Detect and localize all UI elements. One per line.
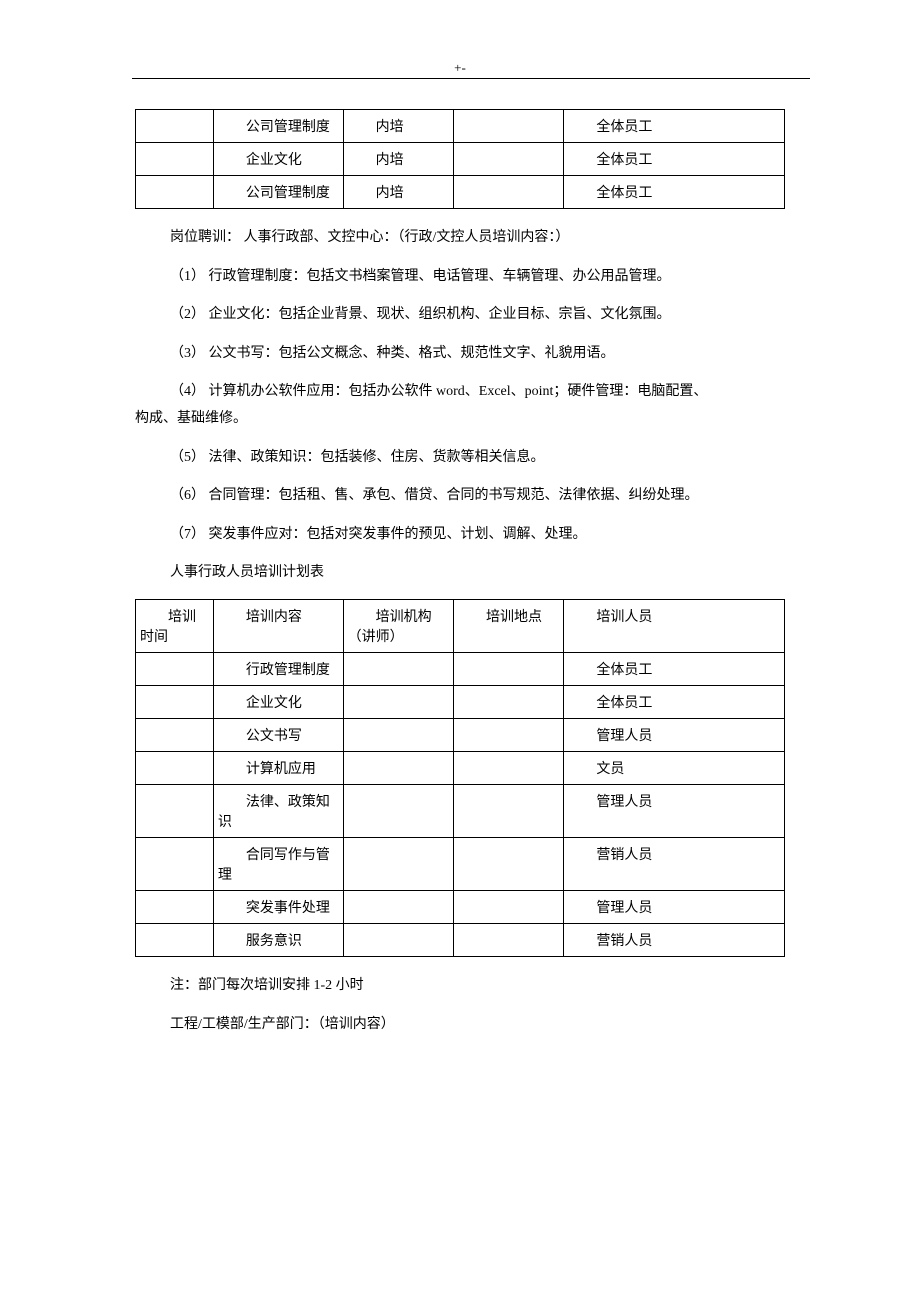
table-row: 法律、政策知识 管理人员: [136, 784, 785, 837]
cell-loc: [454, 110, 564, 143]
cell-org: [343, 784, 453, 837]
cell-org: [343, 751, 453, 784]
cell-content: 行政管理制度: [213, 652, 343, 685]
header-content: 培训内容: [213, 599, 343, 652]
list-item: （5） 法律、政策知识：包括装修、住房、货款等相关信息。: [135, 445, 785, 472]
table-row: 合同写作与管理 营销人员: [136, 837, 785, 890]
cell-person: 管理人员: [564, 784, 785, 837]
cell-content: 公司管理制度: [213, 110, 343, 143]
cell-loc: [454, 837, 564, 890]
header-person: 培训人员: [564, 599, 785, 652]
cell-loc: [454, 751, 564, 784]
table-row: 企业文化 全体员工: [136, 685, 785, 718]
cell-org: [343, 652, 453, 685]
cell-person: 全体员工: [564, 652, 785, 685]
table-header-row: 培训时间 培训内容 培训机构（讲师） 培训地点 培训人员: [136, 599, 785, 652]
header-time: 培训时间: [136, 599, 214, 652]
header-marker: +-: [135, 60, 785, 76]
table-row: 公文书写 管理人员: [136, 718, 785, 751]
cell-content: 法律、政策知识: [213, 784, 343, 837]
cell-loc: [454, 685, 564, 718]
cell-person: 管理人员: [564, 718, 785, 751]
section-title: 岗位聘训： 人事行政部、文控中心：（行政/文控人员培训内容：）: [135, 225, 785, 252]
cell-content: 企业文化: [213, 143, 343, 176]
training-table-2: 培训时间 培训内容 培训机构（讲师） 培训地点 培训人员 行政管理制度全体员工企…: [135, 599, 785, 957]
list-item: （7） 突发事件应对：包括对突发事件的预见、计划、调解、处理。: [135, 522, 785, 549]
cell-content: 公文书写: [213, 718, 343, 751]
cell-time: [136, 718, 214, 751]
cell-time: [136, 837, 214, 890]
training-table-1: 公司管理制度内培全体员工企业文化内培全体员工公司管理制度内培全体员工: [135, 109, 785, 209]
cell-content: 突发事件处理: [213, 890, 343, 923]
cell-time: [136, 652, 214, 685]
cell-org: 内培: [343, 143, 453, 176]
document-page: +- 公司管理制度内培全体员工企业文化内培全体员工公司管理制度内培全体员工 岗位…: [0, 0, 920, 1090]
list-item-line2: 构成、基础维修。: [135, 406, 785, 433]
list-item-wrapped: （4） 计算机办公软件应用：包括办公软件 word、Excel、point；硬件…: [135, 379, 785, 432]
cell-org: [343, 890, 453, 923]
cell-person: 全体员工: [564, 685, 785, 718]
cell-time: [136, 685, 214, 718]
list-item: （1） 行政管理制度：包括文书档案管理、电话管理、车辆管理、办公用品管理。: [135, 264, 785, 291]
cell-loc: [454, 784, 564, 837]
table2-title: 人事行政人员培训计划表: [135, 560, 785, 587]
cell-person: 营销人员: [564, 923, 785, 956]
table-row: 公司管理制度内培 全体员工: [136, 110, 785, 143]
cell-person: 营销人员: [564, 837, 785, 890]
cell-person: 全体员工: [564, 143, 785, 176]
cell-time: [136, 176, 214, 209]
table-row: 行政管理制度 全体员工: [136, 652, 785, 685]
header-rule: [132, 78, 810, 79]
cell-time: [136, 143, 214, 176]
cell-content: 合同写作与管理: [213, 837, 343, 890]
cell-content: 公司管理制度: [213, 176, 343, 209]
cell-content: 企业文化: [213, 685, 343, 718]
cell-loc: [454, 718, 564, 751]
table-row: 计算机应用 文员: [136, 751, 785, 784]
footer-next: 工程/工模部/生产部门：（培训内容）: [135, 1012, 785, 1039]
cell-loc: [454, 890, 564, 923]
cell-time: [136, 923, 214, 956]
cell-org: [343, 837, 453, 890]
table-row: 公司管理制度内培 全体员工: [136, 176, 785, 209]
cell-time: [136, 110, 214, 143]
cell-content: 服务意识: [213, 923, 343, 956]
header-loc: 培训地点: [454, 599, 564, 652]
list-item: （2） 企业文化：包括企业背景、现状、组织机构、企业目标、宗旨、文化氛围。: [135, 302, 785, 329]
footer-note: 注：部门每次培训安排 1-2 小时: [135, 973, 785, 1000]
cell-time: [136, 784, 214, 837]
table-row: 突发事件处理 管理人员: [136, 890, 785, 923]
header-org: 培训机构（讲师）: [343, 599, 453, 652]
cell-org: 内培: [343, 176, 453, 209]
cell-person: 全体员工: [564, 110, 785, 143]
cell-org: [343, 923, 453, 956]
cell-loc: [454, 176, 564, 209]
cell-person: 全体员工: [564, 176, 785, 209]
table-row: 企业文化内培 全体员工: [136, 143, 785, 176]
cell-org: 内培: [343, 110, 453, 143]
list-item: （3） 公文书写：包括公文概念、种类、格式、规范性文字、礼貌用语。: [135, 341, 785, 368]
list-item-line1: （4） 计算机办公软件应用：包括办公软件 word、Excel、point；硬件…: [135, 379, 785, 406]
table-row: 服务意识 营销人员: [136, 923, 785, 956]
cell-org: [343, 718, 453, 751]
cell-loc: [454, 652, 564, 685]
cell-person: 管理人员: [564, 890, 785, 923]
cell-loc: [454, 923, 564, 956]
cell-loc: [454, 143, 564, 176]
cell-time: [136, 751, 214, 784]
cell-content: 计算机应用: [213, 751, 343, 784]
cell-person: 文员: [564, 751, 785, 784]
cell-org: [343, 685, 453, 718]
list-item: （6） 合同管理：包括租、售、承包、借贷、合同的书写规范、法律依据、纠纷处理。: [135, 483, 785, 510]
cell-time: [136, 890, 214, 923]
